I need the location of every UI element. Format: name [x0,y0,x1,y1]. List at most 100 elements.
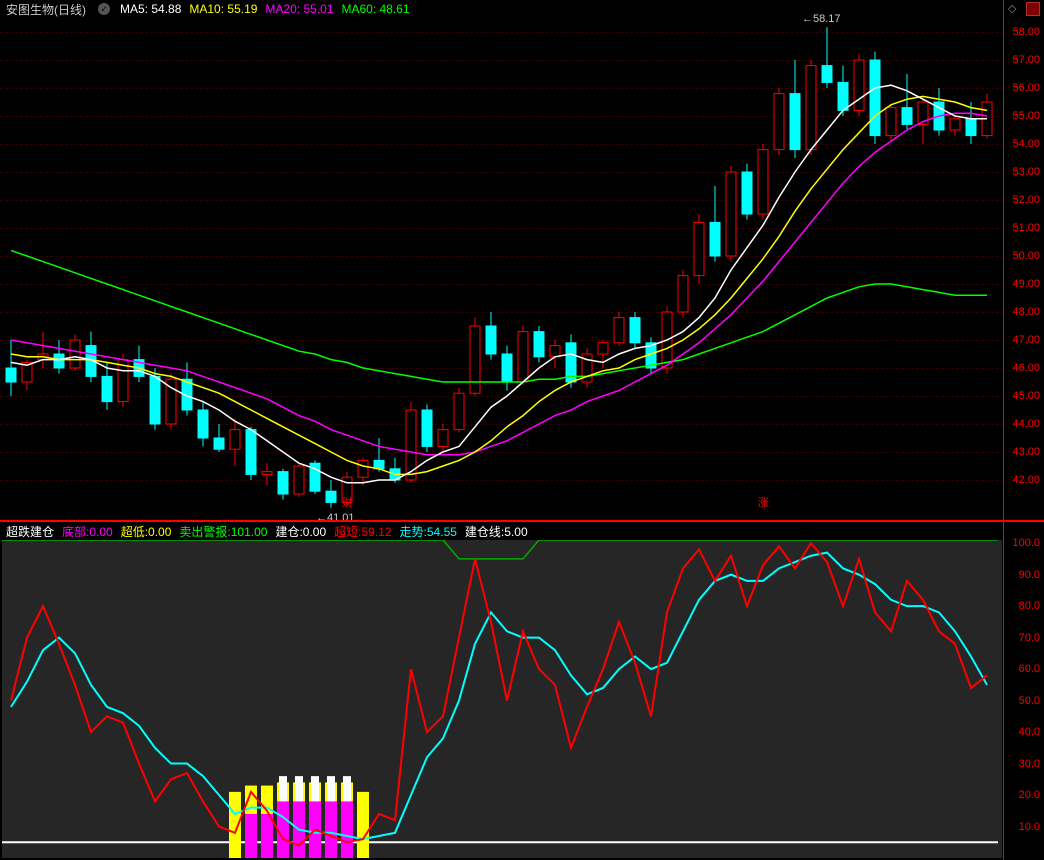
candle-body [454,393,464,429]
indicator-chart[interactable] [2,540,998,858]
candle-body [358,460,368,477]
y-tick-label: 46.00 [1012,362,1040,374]
ind-y-tick-label: 20.0 [1019,789,1040,801]
y-tick-label: 56.00 [1012,82,1040,94]
bottom-marker-2: 涨 [758,494,769,510]
ind-bar-white [295,776,303,801]
indicator-header: 超跌建仓底部:0.00超低:0.00卖出警报:101.00建仓:0.00超短:5… [0,522,1044,540]
bottom-marker-1: 财 [342,494,353,510]
indicator-line [11,543,987,845]
check-icon: ✓ [98,3,110,15]
ind-bar-magenta [325,801,337,858]
high-price-label: ←58.17 [802,13,841,25]
candle-body [54,354,64,368]
candle-body [694,222,704,275]
y-tick-label: 47.00 [1012,334,1040,346]
ind-bar-white [311,776,319,801]
ind-bar-yellow [229,792,241,858]
candle-body [838,82,848,110]
candle-body [262,472,272,475]
indicator-label: 建仓线:5.00 [465,525,528,539]
ind-y-tick-label: 10.0 [1019,821,1040,833]
stock-title: 安图生物(日线) [6,1,86,18]
candle-body [806,66,816,150]
candlestick-chart[interactable] [2,18,998,508]
sell-alert-line [2,540,998,559]
panel-separator [0,520,1044,522]
indicator-label: 超低:0.00 [121,525,172,539]
y-tick-label: 42.00 [1012,474,1040,486]
y-tick-label: 45.00 [1012,390,1040,402]
candle-body [550,346,560,357]
candle-body [742,172,752,214]
indicator-panel: 超跌建仓底部:0.00超低:0.00卖出警报:101.00建仓:0.00超短:5… [0,522,1044,860]
candle-body [630,318,640,343]
ma-label: MA5: 54.88 [120,2,181,16]
axis-separator [1003,0,1004,860]
indicator-label: 卖出警报:101.00 [179,525,267,539]
candle-body [278,472,288,494]
ind-y-tick-label: 40.0 [1019,726,1040,738]
ind-y-tick-label: 50.0 [1019,695,1040,707]
y-tick-label: 57.00 [1012,54,1040,66]
candle-body [598,343,608,354]
ind-bar-yellow [357,792,369,858]
ind-bar-white [279,776,287,801]
candle-body [902,108,912,125]
candle-body [790,94,800,150]
ind-y-tick-label: 70.0 [1019,632,1040,644]
candle-body [470,326,480,393]
candle-body [502,354,512,382]
ind-y-tick-label: 80.0 [1019,600,1040,612]
candle-body [422,410,432,446]
candle-body [758,150,768,214]
candle-body [822,66,832,83]
candle-body [326,491,336,502]
indicator-label: 建仓:0.00 [275,525,326,539]
candle-body [294,466,304,494]
candle-body [774,94,784,150]
candle-body [726,172,736,256]
indicator-label: 超短:59.12 [334,525,391,539]
ind-bar-magenta [261,814,273,858]
candle-body [214,438,224,449]
ind-bar-white [327,776,335,801]
y-tick-label: 58.00 [1012,26,1040,38]
candle-body [614,318,624,343]
candle-body [198,410,208,438]
y-tick-label: 52.00 [1012,194,1040,206]
indicator-label: 底部:0.00 [62,525,113,539]
candle-body [678,276,688,312]
ind-bar-white [343,776,351,801]
candle-body [966,119,976,136]
main-chart-panel: 安图生物(日线) ✓ MA5: 54.88 MA10: 55.19 MA20: 55… [0,0,1044,520]
y-tick-label: 43.00 [1012,446,1040,458]
main-y-axis: 42.0043.0044.0045.0046.0047.0048.0049.00… [1004,0,1044,520]
ma-line [11,250,987,382]
candle-body [438,430,448,447]
ma-label: MA60: 48.61 [341,2,409,16]
candle-body [886,108,896,136]
indicator-line [11,553,987,840]
candle-body [534,332,544,357]
y-tick-label: 50.00 [1012,250,1040,262]
ind-y-tick-label: 30.0 [1019,758,1040,770]
y-tick-label: 44.00 [1012,418,1040,430]
main-chart-header: 安图生物(日线) ✓ MA5: 54.88 MA10: 55.19 MA20: 55… [0,0,1044,18]
candle-body [950,119,960,130]
ma-label: MA10: 55.19 [189,2,257,16]
y-tick-label: 54.00 [1012,138,1040,150]
indicator-y-axis: 10.020.030.040.050.060.070.080.090.0100.… [1004,522,1044,860]
candle-body [854,60,864,110]
ma-label: MA20: 55.01 [265,2,333,16]
candle-body [70,340,80,368]
candle-body [710,222,720,256]
y-tick-label: 55.00 [1012,110,1040,122]
candle-body [246,430,256,475]
candle-body [486,326,496,354]
y-tick-label: 53.00 [1012,166,1040,178]
y-tick-label: 49.00 [1012,278,1040,290]
ind-y-tick-label: 100.0 [1012,537,1040,549]
candle-body [102,376,112,401]
candle-body [6,368,16,382]
